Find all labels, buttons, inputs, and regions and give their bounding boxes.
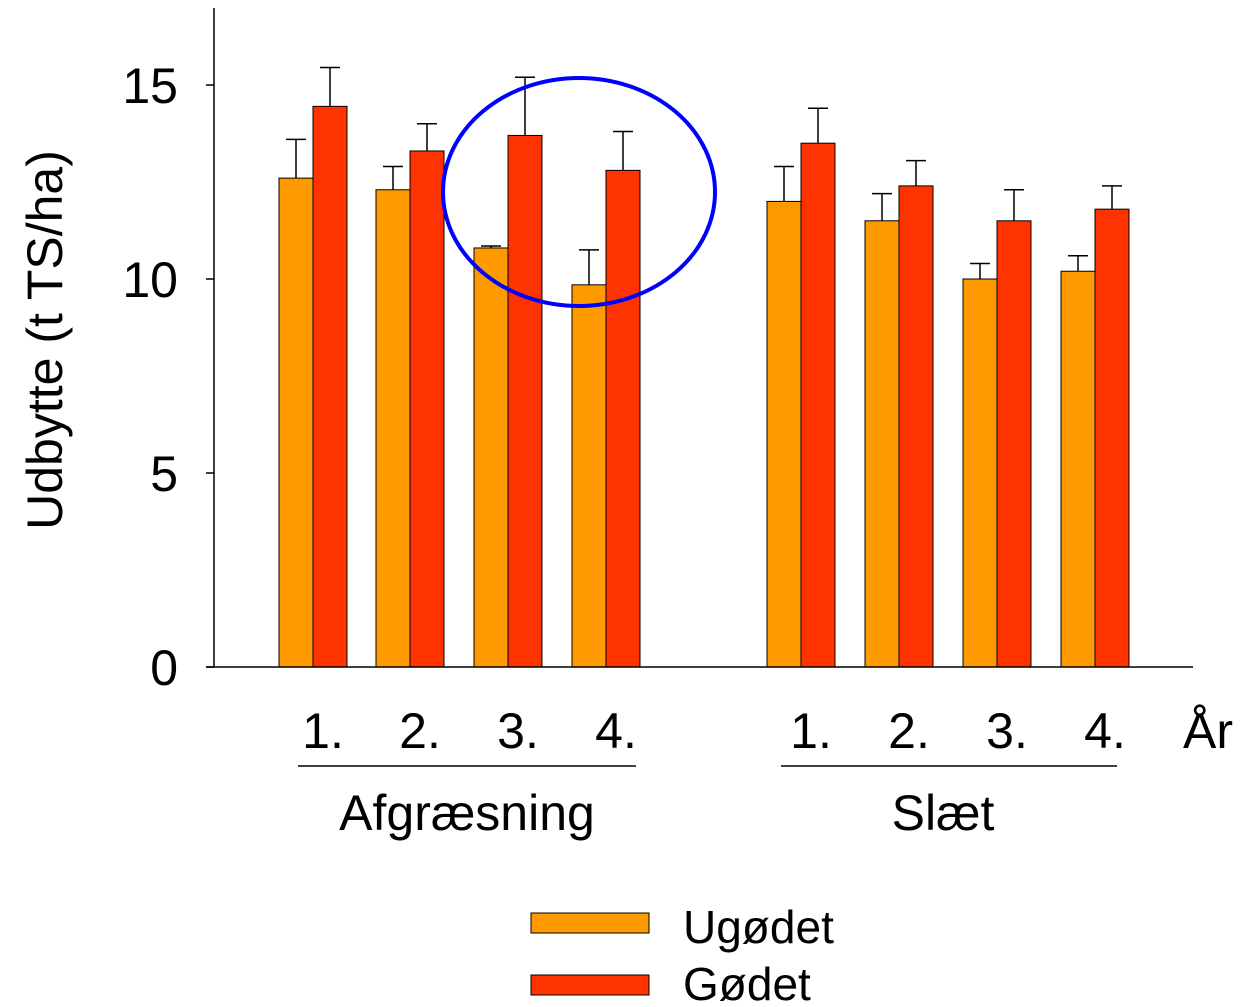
bar-godet-8 <box>1094 208 1130 668</box>
bar-godet-6 <box>898 185 934 668</box>
bar-ugodet-7 <box>962 278 998 668</box>
legend: Ugødet Gødet <box>530 901 834 1007</box>
error-bar-godet-4 <box>613 130 633 171</box>
bar-ugodet-8 <box>1060 270 1096 668</box>
bar-godet-5 <box>800 142 836 668</box>
x-tick-label: 4. <box>1084 703 1126 759</box>
bar-godet-1 <box>312 105 348 668</box>
error-bar-godet-8 <box>1102 185 1122 210</box>
legend-swatch-ugodet <box>530 912 650 934</box>
error-bar-godet-6 <box>906 159 926 186</box>
y-tick-label: 0 <box>150 640 178 696</box>
y-axis-label: Udbytte (t TS/ha) <box>17 150 73 530</box>
x-tick-label: 1. <box>302 703 344 759</box>
bar-ugodet-3 <box>473 247 509 668</box>
error-bar-ugodet-2 <box>383 165 403 190</box>
error-bar-ugodet-4 <box>579 249 599 285</box>
x-tick-label: 2. <box>888 703 930 759</box>
x-tick-label: 2. <box>399 703 441 759</box>
bar-godet-4 <box>605 169 641 668</box>
error-bar-godet-2 <box>417 123 437 151</box>
highlight-ellipse <box>441 76 717 308</box>
error-bar-ugodet-7 <box>970 262 990 279</box>
group-label-slaet: Slæt <box>892 785 995 841</box>
error-bar-godet-7 <box>1004 189 1024 221</box>
x-tick-label: 3. <box>497 703 539 759</box>
bar-ugodet-6 <box>864 220 900 668</box>
bar-godet-2 <box>409 150 445 668</box>
x-unit-label: År <box>1183 703 1233 759</box>
bar-godet-3 <box>507 134 543 668</box>
error-bar-ugodet-3 <box>481 245 501 248</box>
legend-label-ugodet: Ugødet <box>683 901 834 953</box>
error-bar-godet-1 <box>320 66 340 107</box>
group-label-afgraesning: Afgræsning <box>339 785 595 841</box>
x-tick-label: 3. <box>986 703 1028 759</box>
y-tick-label: 5 <box>150 446 178 502</box>
bar-godet-7 <box>996 220 1032 668</box>
y-tick-label: 15 <box>122 58 178 114</box>
legend-label-godet: Gødet <box>683 958 811 1007</box>
x-tick-labels: 1. 2. 3. 4. 1. 2. 3. 4. <box>302 703 1126 759</box>
error-bar-ugodet-5 <box>774 165 794 202</box>
x-tick-label: 4. <box>595 703 637 759</box>
axes-layer: 0 5 10 15 <box>122 8 1193 696</box>
bars-layer <box>278 105 1130 668</box>
x-tick-label: 1. <box>790 703 832 759</box>
error-bar-ugodet-1 <box>286 138 306 179</box>
error-bar-ugodet-6 <box>872 192 892 221</box>
bar-ugodet-1 <box>278 177 314 668</box>
error-bar-godet-5 <box>808 107 828 144</box>
y-tick-label: 10 <box>122 252 178 308</box>
bar-ugodet-5 <box>766 200 802 668</box>
error-bar-ugodet-8 <box>1068 254 1088 272</box>
bar-ugodet-4 <box>571 284 607 668</box>
legend-swatch-godet <box>530 974 650 996</box>
bar-ugodet-2 <box>375 189 411 668</box>
error-bars-layer <box>286 66 1122 285</box>
